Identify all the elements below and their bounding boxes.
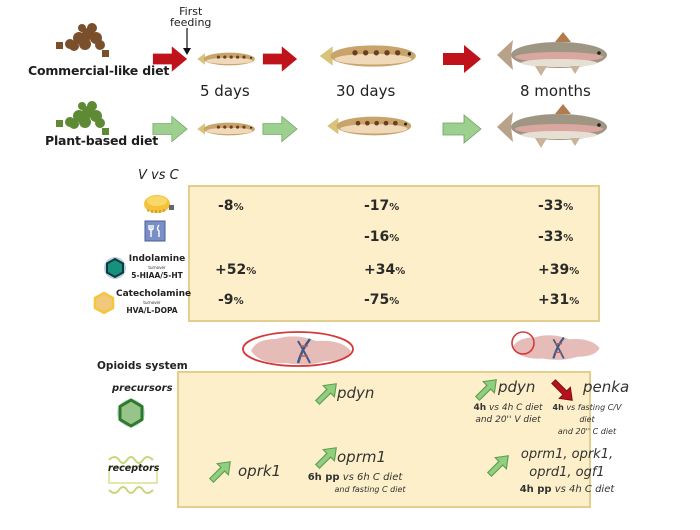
- gene-oprk1-5d: oprk1: [238, 462, 282, 480]
- value-catecholamine-5d: -9%: [218, 292, 244, 308]
- plant-arrow-3-icon: [442, 114, 482, 144]
- pdyn-8m-up-arrow-icon: [472, 376, 500, 404]
- commercial-arrow-3-icon: [442, 44, 482, 74]
- plant-arrow-1-icon: [152, 114, 188, 144]
- commercial-pellets-icon: [56, 23, 109, 57]
- pdyn-30d-up-arrow-icon: [312, 380, 340, 408]
- indolamine-label: Indolamine turnover 5-HIAA/5-HT: [128, 254, 186, 280]
- opioids-system-title: Opioids system: [97, 360, 188, 372]
- precursors-label: precursors: [112, 383, 173, 394]
- comparison-box: [188, 185, 600, 322]
- value-growth-5d: -8%: [218, 198, 244, 214]
- stage-5-days-label: 5 days: [200, 82, 250, 100]
- value-indolamine-5d: +52%: [215, 262, 257, 278]
- fish-5-days-commercial-icon: [196, 48, 260, 70]
- whole-brain-highlight-circle: [242, 331, 354, 367]
- value-indolamine-30d: +34%: [364, 262, 406, 278]
- penka-8m-note: 4h vs fasting C/V diet and 20'' C diet: [552, 403, 622, 436]
- food-intake-icon: [144, 220, 166, 242]
- commercial-arrow-1-icon: [152, 44, 188, 74]
- value-intake-8m: -33%: [538, 229, 574, 245]
- precursor-hexagon-icon: [117, 398, 145, 428]
- gene-penka-8m: penka: [583, 378, 630, 396]
- value-growth-8m: -33%: [538, 198, 574, 214]
- plant-pellets-icon: [56, 101, 109, 135]
- pdyn-8m-note: 4h vs 4h C diet and 20'' V diet: [473, 403, 543, 425]
- value-growth-30d: -17%: [364, 198, 400, 214]
- stage-8-months-label: 8 months: [520, 82, 591, 100]
- gene-receptors-8m: oprm1, oprk1, oprd1, ogf1: [520, 447, 614, 480]
- plant-arrow-2-icon: [262, 114, 298, 144]
- receptors-icon: [108, 456, 158, 494]
- oprm1-30d-up-arrow-icon: [312, 444, 340, 472]
- receptors-8m-up-arrow-icon: [484, 452, 512, 480]
- oprk1-5d-up-arrow-icon: [206, 458, 234, 486]
- trout-8-months-commercial-icon: [494, 30, 616, 80]
- v-vs-c-title: V vs C: [138, 168, 179, 183]
- value-indolamine-8m: +39%: [538, 262, 580, 278]
- receptors-label: receptors: [108, 463, 160, 474]
- trout-8-months-plant-icon: [494, 102, 616, 152]
- first-feeding-pointer-icon: [183, 28, 191, 55]
- first-feeding-label: First feeding: [170, 5, 212, 29]
- fish-30-days-plant-icon: [322, 112, 422, 140]
- growth-measuring-tape-icon: [144, 195, 174, 213]
- oprm1-30d-note: 6h pp vs 6h C diet and fasting C diet: [307, 472, 406, 494]
- penka-8m-down-arrow-icon: [548, 376, 576, 404]
- opioids-box: [177, 371, 591, 508]
- catecholamine-label: Catecholamine turnover HVA/L-DOPA: [116, 289, 192, 315]
- gene-pdyn-30d: pdyn: [337, 384, 375, 402]
- value-intake-30d: -16%: [364, 229, 400, 245]
- value-catecholamine-30d: -75%: [364, 292, 400, 308]
- fish-30-days-commercial-icon: [312, 40, 430, 72]
- commercial-diet-label: Commercial-like diet: [28, 63, 170, 78]
- catecholamine-hexagon-icon: [93, 291, 115, 315]
- fish-5-days-plant-icon: [196, 118, 260, 140]
- commercial-arrow-2-icon: [262, 44, 298, 74]
- indolamine-hexagon-icon: [104, 257, 126, 279]
- value-catecholamine-8m: +31%: [538, 292, 580, 308]
- stage-30-days-label: 30 days: [336, 82, 396, 100]
- plant-diet-label: Plant-based diet: [45, 133, 159, 148]
- gene-pdyn-8m: pdyn: [498, 378, 536, 396]
- receptors-8m-note: 4h pp vs 4h C diet: [519, 484, 615, 495]
- gene-oprm1-30d: oprm1: [337, 448, 387, 466]
- hypothalamus-highlight-circle: [511, 331, 535, 355]
